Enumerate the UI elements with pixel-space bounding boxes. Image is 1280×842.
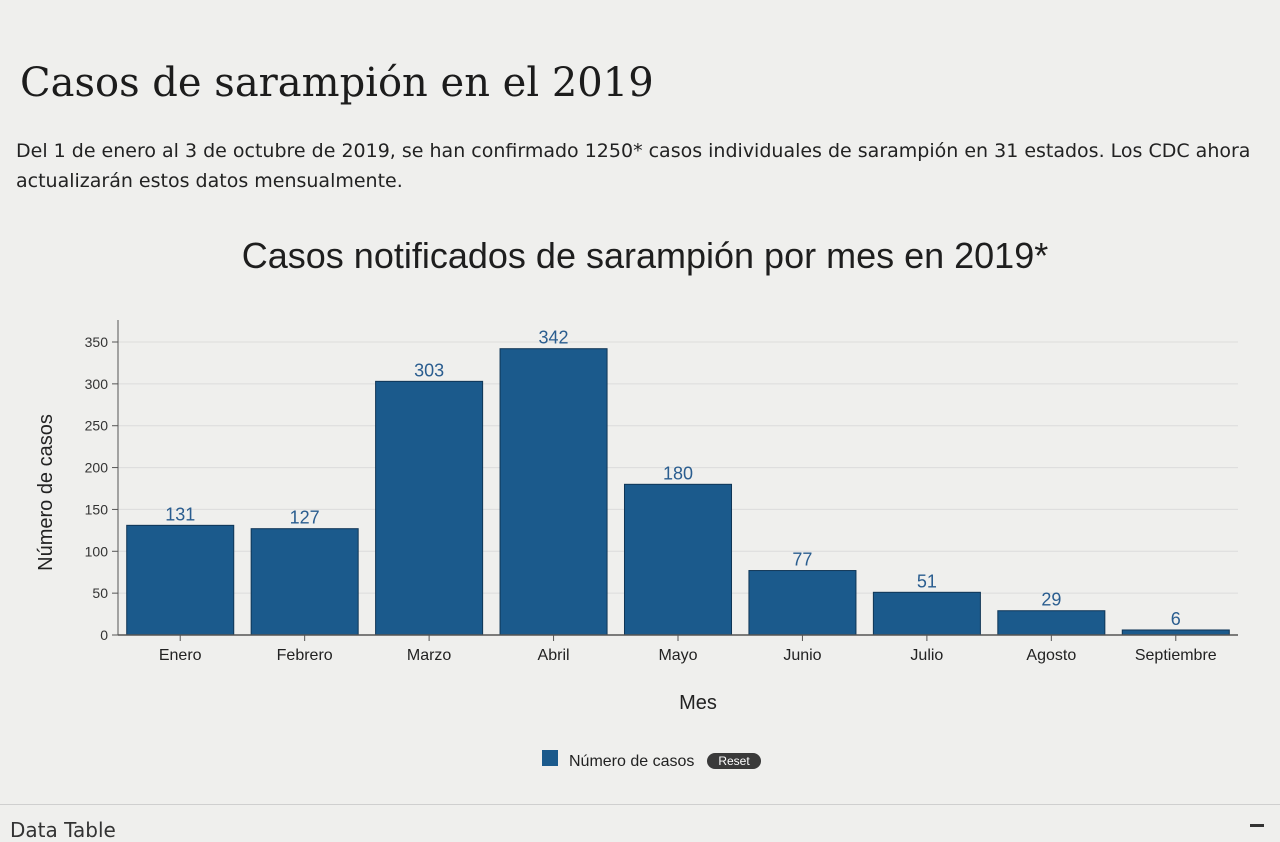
data-label: 342 [539, 328, 569, 348]
bar[interactable] [499, 348, 608, 636]
x-tick-label: Septiembre [1135, 647, 1217, 664]
data-label: 51 [917, 571, 937, 591]
x-tick-label: Junio [783, 647, 821, 664]
reset-label[interactable]: Reset [718, 754, 750, 768]
legend: Número de casos Reset [542, 750, 761, 770]
bar[interactable] [375, 380, 484, 636]
x-tick-label: Julio [910, 647, 943, 664]
bar[interactable] [623, 483, 733, 636]
x-axis: Enero Febrero Marzo Abril Mayo Junio Julio Agos… [118, 634, 1238, 664]
x-axis-title: Mes [679, 692, 717, 714]
bar[interactable] [126, 524, 235, 636]
data-label: 180 [663, 463, 693, 483]
data-table-toggle[interactable]: Data Table [10, 818, 116, 842]
x-tick-label: Febrero [277, 647, 333, 664]
data-label: 127 [290, 508, 320, 528]
data-label: 77 [792, 550, 812, 570]
x-tick-label: Agosto [1026, 647, 1076, 664]
y-tick-label: 200 [85, 460, 109, 476]
y-tick-label: 100 [85, 543, 109, 559]
y-tick-label: 300 [85, 376, 109, 392]
y-tick-label: 250 [85, 418, 109, 434]
bar[interactable] [872, 591, 981, 636]
bar[interactable] [250, 528, 359, 636]
x-tick-label: Marzo [407, 647, 452, 664]
divider [0, 804, 1280, 805]
y-axis: 0 50 100 150 200 250 300 350 [85, 320, 119, 643]
chart-title: Casos notificados de sarampión por mes e… [242, 235, 1048, 276]
y-tick-label: 350 [85, 334, 109, 350]
x-tick-label: Mayo [658, 647, 697, 664]
y-tick-label: 150 [85, 501, 109, 517]
reset-button[interactable]: Reset [707, 753, 761, 769]
data-label: 131 [165, 504, 195, 524]
page-title: Casos de sarampión en el 2019 [20, 60, 654, 106]
bars: 131 127 303 342 180 77 51 29 6 [126, 328, 1230, 636]
x-tick-label: Enero [159, 647, 202, 664]
data-label: 6 [1171, 609, 1181, 629]
bar[interactable] [748, 570, 857, 636]
bar[interactable] [997, 610, 1106, 636]
y-axis-title: Número de casos [35, 414, 57, 571]
intro-text: Del 1 de enero al 3 de octubre de 2019, … [16, 140, 1251, 192]
bar-chart: Casos notificados de sarampión por mes e… [35, 235, 1238, 770]
collapse-icon[interactable] [1250, 824, 1264, 827]
y-tick-label: 0 [100, 627, 108, 643]
bar[interactable] [1121, 629, 1230, 636]
data-label: 29 [1041, 590, 1061, 610]
data-label: 303 [414, 360, 444, 380]
y-tick-label: 50 [92, 585, 108, 601]
legend-swatch[interactable] [542, 750, 558, 766]
legend-label[interactable]: Número de casos [569, 753, 694, 770]
x-tick-label: Abril [538, 647, 570, 664]
